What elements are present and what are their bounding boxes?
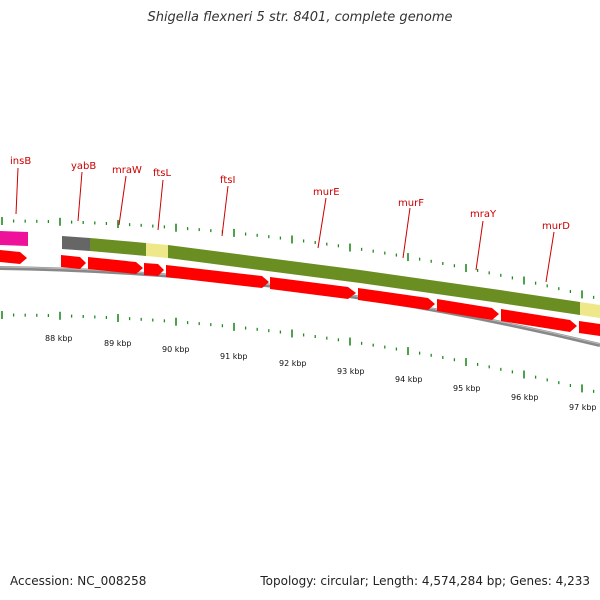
cds-arrow [61,255,86,269]
cds-arrow [0,250,27,264]
scale-tick-ring [1,311,595,393]
leader-mraY [475,220,484,271]
cds-arrow [437,299,499,320]
scale-label: 93 kbp [337,367,365,376]
upper-tick-ring [1,217,595,299]
gene-labels: insB yabB mraW ftsL ftsI murE murF mraY … [10,156,570,232]
scale-label: 89 kbp [104,339,132,348]
feature-green-block [168,245,360,283]
leader-ftsL [157,179,164,231]
genome-backbone-highlight [0,266,600,345]
feature-gray-block [62,236,90,251]
genome-summary-text: Topology: circular; Length: 4,574,284 bp… [260,574,590,588]
leader-insB [15,167,19,215]
leader-mraW [118,175,127,226]
scale-label: 88 kbp [45,334,73,343]
cds-arrow [270,277,356,299]
scale-labels: 88 kbp 89 kbp 90 kbp 91 kbp 92 kbp 93 kb… [45,334,597,412]
leader-ftsI [221,185,229,237]
gene-label-murD: murD [542,221,570,232]
gene-label-insB: insB [10,156,31,167]
gene-label-murE: murE [313,187,340,198]
feature-yellow-block [146,243,168,258]
scale-label: 96 kbp [511,393,539,402]
scale-label: 95 kbp [453,384,481,393]
cds-arrow [88,257,143,274]
gene-label-mraY: mraY [470,209,497,220]
feature-green-block [500,290,580,315]
scale-label: 91 kbp [220,352,248,361]
cds-arrow [166,265,269,288]
scale-label: 90 kbp [162,345,190,354]
leader-murF [402,207,411,259]
cds-arrow [144,263,164,276]
scale-label: 92 kbp [279,359,307,368]
feature-insertion [0,231,28,246]
feature-yellow-block [580,302,600,318]
feature-green-block [360,270,500,303]
feature-green-block [90,238,146,256]
gene-label-ftsI: ftsI [220,175,235,186]
leader-murE [317,197,327,249]
gene-label-murF: murF [398,198,424,209]
cds-arrow [501,309,577,332]
cds-track [0,250,600,336]
cds-arrow [358,288,435,310]
gene-label-yabB: yabB [71,161,96,172]
gene-leaders [15,167,555,283]
genome-backbone [0,266,600,347]
gene-label-mraW: mraW [112,165,142,176]
cds-arrow [579,321,600,336]
gene-label-ftsL: ftsL [153,168,171,179]
scale-label: 94 kbp [395,375,423,384]
feature-band [0,231,600,318]
accession-text: Accession: NC_008258 [10,574,147,588]
map-title: Shigella flexneri 5 str. 8401, complete … [147,10,453,25]
scale-label: 97 kbp [569,403,597,412]
leader-yabB [77,171,83,222]
leader-murD [545,231,555,283]
